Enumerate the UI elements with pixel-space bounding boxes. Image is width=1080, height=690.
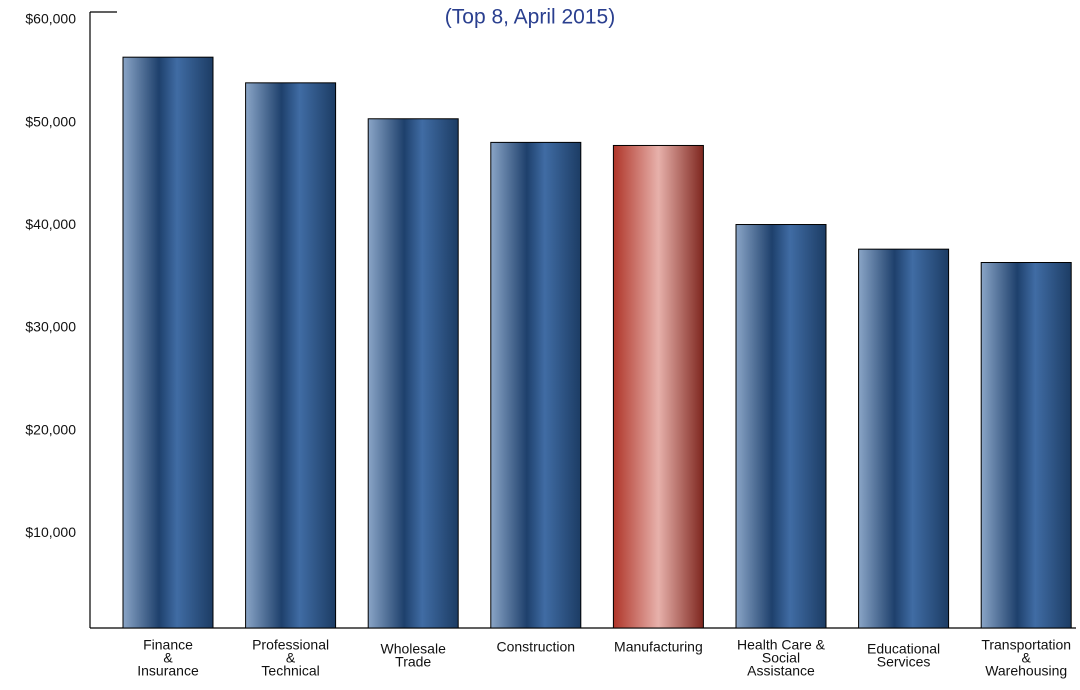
x-tick-label: Social <box>762 650 800 666</box>
x-tick-label: & <box>163 650 173 666</box>
x-tick-label: Technical <box>261 663 319 679</box>
y-tick-label: $40,000 <box>25 216 76 232</box>
chart-title: (Top 8, April 2015) <box>445 6 615 29</box>
bar <box>245 82 337 629</box>
bar <box>735 224 827 629</box>
x-tick-label: Professional <box>252 637 329 653</box>
y-tick-label: $10,000 <box>25 524 76 540</box>
bar <box>980 262 1072 629</box>
y-tick-label: $60,000 <box>25 11 76 27</box>
x-tick-label: Assistance <box>747 663 815 679</box>
x-tick-label: Finance <box>143 637 193 653</box>
x-tick-label: Insurance <box>137 663 199 679</box>
x-tick-label: Health Care & <box>737 637 826 653</box>
x-tick-label: Warehousing <box>985 663 1067 679</box>
bar <box>612 144 704 629</box>
x-tick-label: Services <box>877 654 931 670</box>
y-tick-label: $20,000 <box>25 421 76 437</box>
bar <box>122 56 214 629</box>
x-tick-label: Trade <box>395 654 431 670</box>
x-tick-label: Educational <box>867 641 940 657</box>
bar <box>367 118 459 629</box>
x-tick-label: & <box>286 650 296 666</box>
x-tick-label: Transportation <box>981 637 1071 653</box>
x-tick-label: & <box>1022 650 1032 666</box>
y-tick-label: $50,000 <box>25 113 76 129</box>
y-tick-label: $30,000 <box>25 319 76 335</box>
x-tick-label: Manufacturing <box>614 639 703 655</box>
x-tick-label: Construction <box>497 639 576 655</box>
x-tick-label: Wholesale <box>381 641 447 657</box>
bar <box>490 141 582 629</box>
bar <box>858 248 950 629</box>
